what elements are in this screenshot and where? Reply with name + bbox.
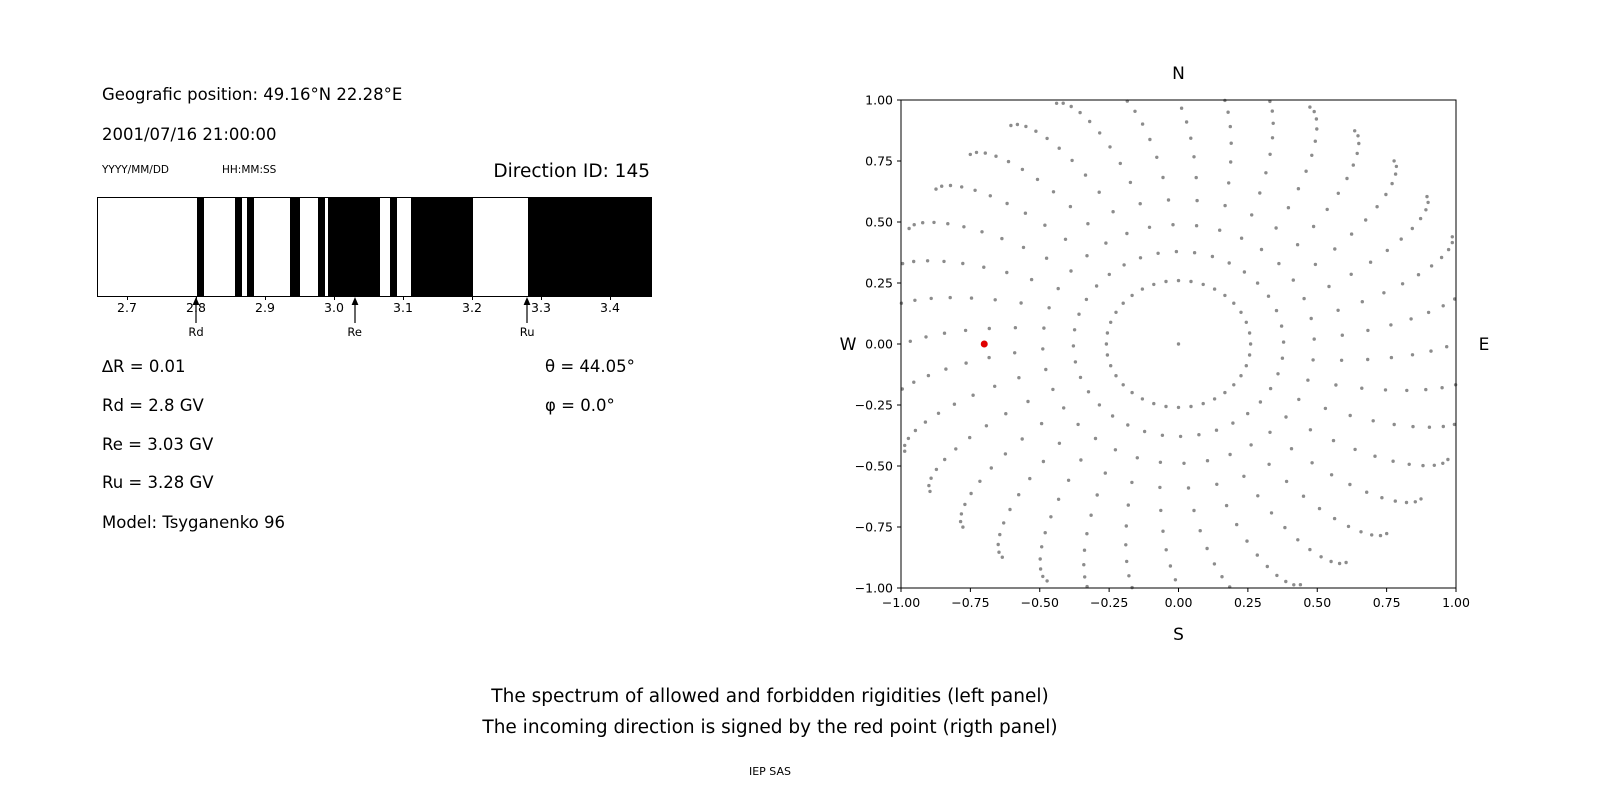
x-tick-label: 1.00 <box>1442 595 1470 610</box>
forbidden-band <box>246 198 254 296</box>
y-tick-label: 1.00 <box>865 93 893 108</box>
spectrum-x-tick-label: 3.4 <box>600 300 620 315</box>
spectrum-x-tick <box>127 296 128 300</box>
time-format-label: HH:MM:SS <box>222 164 277 176</box>
spectrum-x-tick-label: 3.2 <box>462 300 482 315</box>
rd-value: Rd = 2.8 GV <box>102 396 204 415</box>
cutoff-marker-ru: Ru <box>510 297 544 339</box>
forbidden-band <box>410 198 473 296</box>
x-tick-label: 0.25 <box>1234 595 1262 610</box>
up-arrow-icon <box>192 297 200 323</box>
geo-position-text: Geografic position: 49.16°N 22.28°E <box>102 85 403 104</box>
model-value: Model: Tsyganenko 96 <box>102 513 286 532</box>
cutoff-marker-label: Ru <box>519 325 535 339</box>
y-tick-label: 0.25 <box>865 276 893 291</box>
forbidden-band <box>528 198 651 296</box>
x-tick-label: −0.25 <box>1090 595 1128 610</box>
cutoff-marker-rd: Rd <box>179 297 213 339</box>
x-tick-label: 0.50 <box>1303 595 1331 610</box>
x-tick-label: −0.50 <box>1021 595 1059 610</box>
spectrum-x-tick-label: 2.7 <box>117 300 137 315</box>
up-arrow-icon <box>351 297 359 323</box>
spectrum-x-tick <box>196 296 197 300</box>
y-tick-label: −0.75 <box>855 520 893 535</box>
date-format-label: YYYY/MM/DD <box>102 164 170 176</box>
axis-tick-labels: −1.00 −0.75 −0.50 −0.25 0.00 0.25 0.50 0.75 1.00… <box>855 93 1470 611</box>
phi-value: φ = 0.0° <box>545 396 615 415</box>
y-tick-label: 0.00 <box>865 337 893 352</box>
direction-id-label: Direction ID: 145 <box>493 161 650 182</box>
x-tick-label: −1.00 <box>882 595 920 610</box>
axis-ticks <box>897 99 1457 592</box>
cutoff-marker-re: Re <box>338 297 372 339</box>
compass-label-north: N <box>1172 64 1185 84</box>
y-tick-label: −1.00 <box>855 581 893 596</box>
caption-line-2: The incoming direction is signed by the … <box>482 717 1058 738</box>
spectrum-x-tick <box>402 296 404 300</box>
figure-caption: The spectrum of allowed and forbidden ri… <box>70 681 1470 787</box>
spectrum-x-tick <box>265 296 266 300</box>
caption-line-1: The spectrum of allowed and forbidden ri… <box>491 686 1049 707</box>
delta-r-value: ∆R = 0.01 <box>102 357 186 376</box>
forbidden-band <box>328 198 380 296</box>
spectrum-x-tick-label: 3.0 <box>324 300 344 315</box>
forbidden-band <box>317 198 325 296</box>
x-tick-label: 0.75 <box>1373 595 1401 610</box>
forbidden-band <box>290 198 301 296</box>
x-tick-label: 0.00 <box>1165 595 1193 610</box>
spectrum-x-tick <box>540 296 542 300</box>
spectrum-x-tick <box>334 296 335 300</box>
forbidden-band <box>234 198 242 296</box>
y-tick-label: −0.25 <box>855 398 893 413</box>
direction-scatter-plot: −1.00 −0.75 −0.50 −0.25 0.00 0.25 0.50 0.75 1.00… <box>840 64 1490 645</box>
y-tick-label: 0.75 <box>865 154 893 169</box>
compass-label-east: E <box>1479 335 1490 355</box>
y-tick-label: −0.50 <box>855 459 893 474</box>
cutoff-marker-label: Re <box>347 325 362 339</box>
datetime-text: 2001/07/16 21:00:00 <box>102 125 277 144</box>
spectrum-x-tick <box>471 296 473 300</box>
spectrum-x-tick-label: 3.1 <box>393 300 413 315</box>
rigidity-spectrum-axis: 2.7 2.8 2.9 3.0 3.1 3.2 3.3 3.4 Rd Re Ru <box>97 296 650 348</box>
rigidity-spectrum-chart <box>97 197 652 297</box>
y-tick-label: 0.50 <box>865 215 893 230</box>
spectrum-x-tick <box>609 296 611 300</box>
re-value: Re = 3.03 GV <box>102 435 214 454</box>
compass-label-south: S <box>1173 625 1184 645</box>
forbidden-band <box>390 198 398 296</box>
theta-value: θ = 44.05° <box>545 357 635 376</box>
forbidden-band <box>197 198 204 296</box>
x-tick-label: −0.75 <box>951 595 989 610</box>
gray-direction-dots <box>899 98 1458 590</box>
up-arrow-icon <box>523 297 531 323</box>
incoming-direction-point <box>980 340 988 348</box>
spectrum-x-tick-label: 2.9 <box>255 300 275 315</box>
spectrum-x-tick-label: 3.3 <box>531 300 551 315</box>
ru-value: Ru = 3.28 GV <box>102 473 214 492</box>
cutoff-marker-label: Rd <box>188 325 204 339</box>
credit-text: IEP SAS <box>748 765 792 778</box>
compass-label-west: W <box>840 335 857 355</box>
